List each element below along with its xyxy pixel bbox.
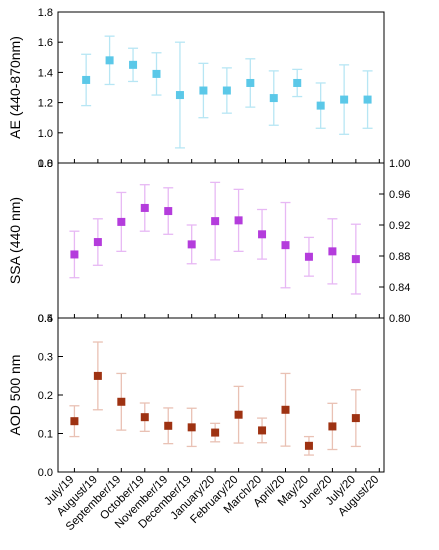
data-point <box>316 101 325 110</box>
data-point <box>199 86 208 95</box>
data-point <box>351 255 360 264</box>
left-axis-label: 1.0 <box>38 158 53 170</box>
data-point <box>258 230 267 239</box>
data-point <box>70 417 79 426</box>
y-tick-label: 0.4 <box>38 313 53 325</box>
data-point <box>140 203 149 212</box>
data-point <box>304 252 313 261</box>
data-point <box>222 86 231 95</box>
data-point <box>269 94 278 103</box>
y-tick-label: 1.2 <box>38 98 53 110</box>
data-point <box>164 421 173 430</box>
y-tick-label: 0.80 <box>389 313 410 325</box>
data-point <box>328 247 337 256</box>
data-point <box>117 217 126 226</box>
panel-frame <box>57 317 385 473</box>
data-point <box>258 426 267 435</box>
y-tick-label: 1.4 <box>38 67 53 79</box>
y-tick-label: 0.92 <box>389 220 410 232</box>
data-point <box>304 441 313 450</box>
data-point <box>117 397 126 406</box>
panel-1: 0.81.01.21.41.61.8AE (440-870nm) <box>7 7 385 170</box>
data-point <box>129 60 138 69</box>
y-tick-label: 0.0 <box>38 467 53 479</box>
data-point <box>152 69 161 78</box>
data-point <box>93 238 102 247</box>
y-axis-title: AE (440-870nm) <box>7 36 23 139</box>
data-point <box>187 423 196 432</box>
left-axis-label: 0.5 <box>38 313 53 325</box>
y-tick-label: 1.0 <box>38 128 53 140</box>
data-point <box>105 56 114 65</box>
data-point <box>82 75 91 84</box>
data-point <box>70 250 79 259</box>
data-point <box>340 95 349 104</box>
y-tick-label: 0.3 <box>38 352 53 364</box>
panel-frame <box>57 11 385 164</box>
data-point <box>293 78 302 87</box>
y-tick-label: 1.00 <box>389 158 410 170</box>
data-point <box>211 428 220 437</box>
panel-frame <box>57 162 385 319</box>
y-axis-title: AOD 500 nm <box>7 355 23 436</box>
data-point <box>234 216 243 225</box>
data-point <box>211 217 220 226</box>
panel-3: 0.0 0.1 0.2 0.3 0.4 AOD 500 nm <box>7 313 385 479</box>
data-point <box>175 91 184 100</box>
y-tick-label: 0.84 <box>389 282 410 294</box>
data-point <box>234 410 243 419</box>
data-point <box>93 371 102 380</box>
y-tick-label: 0.1 <box>38 429 53 441</box>
data-point <box>246 78 255 87</box>
data-point <box>281 405 290 414</box>
y-tick-label: 0.96 <box>389 189 410 201</box>
data-point <box>351 414 360 423</box>
data-point <box>281 241 290 250</box>
data-point <box>363 95 372 104</box>
y-tick-label: 0.2 <box>38 390 53 402</box>
panel-2: 0.80 0.84 0.88 0.92 0.96 1.00 0.5 1.0 SSA (440 n… <box>7 158 410 325</box>
y-tick-label: 0.88 <box>389 251 410 263</box>
y-tick-label: 1.8 <box>38 7 53 19</box>
y-axis-title: SSA (440 nm) <box>7 197 23 284</box>
y-tick-label: 1.6 <box>38 37 53 49</box>
y-tick-label: 0.8 <box>38 158 53 170</box>
data-point <box>164 207 173 216</box>
data-point <box>140 413 149 422</box>
data-point <box>187 240 196 249</box>
data-point <box>328 422 337 431</box>
